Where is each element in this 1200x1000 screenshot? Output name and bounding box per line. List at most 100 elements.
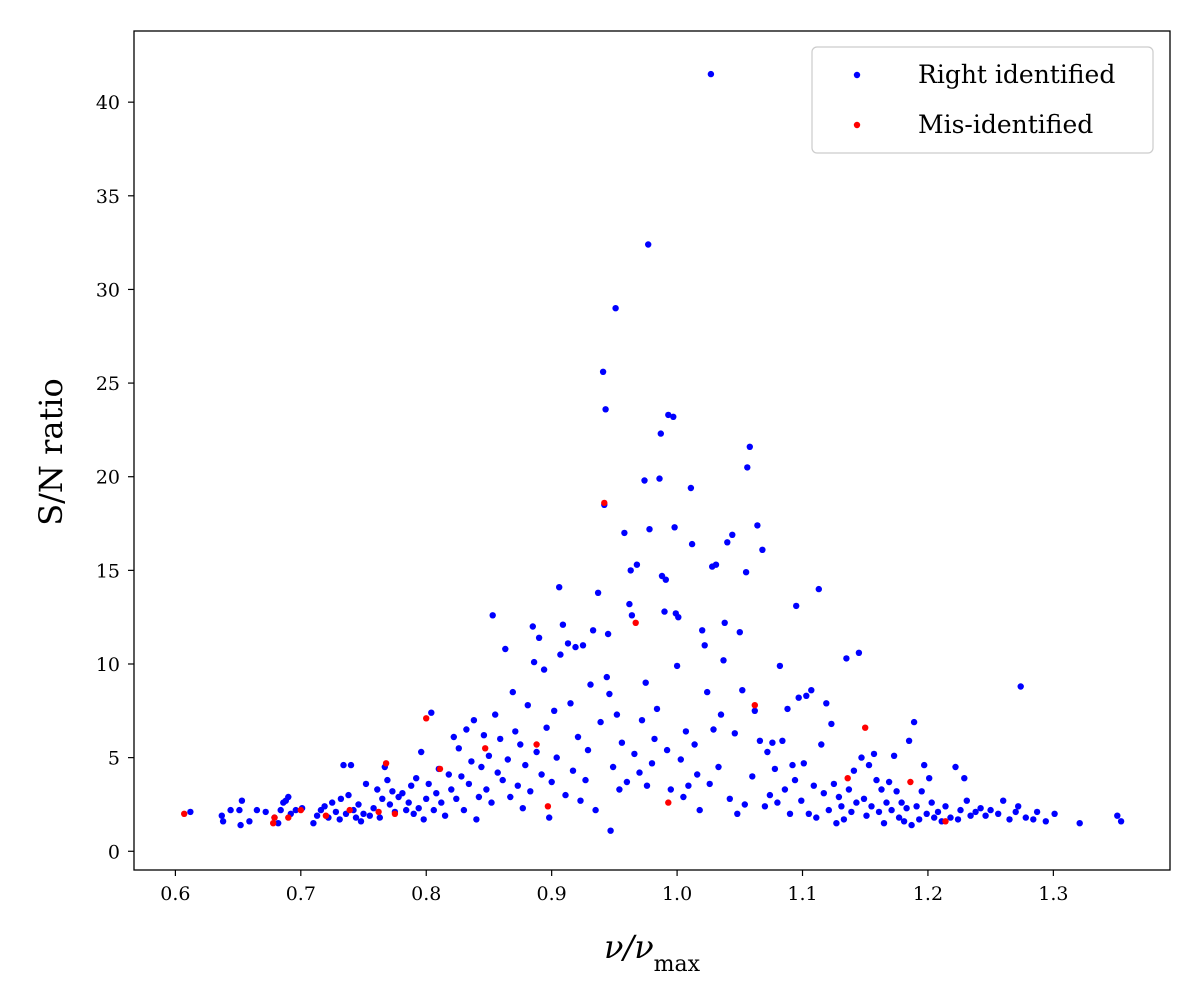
- data-point: [648, 760, 656, 767]
- data-point: [420, 816, 427, 823]
- x-tick-label: 0.7: [286, 883, 316, 905]
- data-point: [529, 623, 536, 630]
- data-point: [370, 805, 377, 812]
- data-point: [691, 741, 698, 748]
- data-point: [597, 718, 604, 726]
- y-tick-label: 40: [96, 92, 120, 114]
- data-point: [321, 803, 328, 810]
- data-point: [389, 788, 396, 795]
- data-point: [522, 761, 529, 769]
- data-point: [423, 795, 430, 802]
- data-point: [246, 818, 253, 825]
- data-point: [403, 806, 410, 814]
- data-point: [357, 818, 365, 825]
- data-point: [865, 761, 873, 769]
- data-point: [942, 803, 949, 810]
- data-point: [791, 776, 799, 784]
- legend-label-mis-identified: Mis-identified: [918, 110, 1093, 139]
- data-point: [696, 806, 703, 814]
- data-point: [352, 814, 360, 821]
- data-point: [878, 786, 885, 793]
- data-point: [574, 733, 582, 741]
- data-point: [665, 799, 672, 806]
- data-point: [450, 733, 457, 741]
- data-point: [628, 612, 636, 619]
- data-point: [517, 741, 524, 748]
- data-point: [815, 585, 822, 593]
- data-point: [346, 806, 353, 814]
- data-point: [253, 806, 261, 814]
- y-tick-label: 0: [108, 841, 120, 863]
- data-point: [667, 786, 674, 793]
- data-point: [731, 730, 738, 737]
- data-point: [687, 484, 695, 492]
- legend-marker-mis-identified: [853, 121, 861, 129]
- data-point: [905, 737, 913, 744]
- data-point: [386, 801, 394, 808]
- data-point: [712, 561, 720, 568]
- data-point: [926, 775, 933, 782]
- data-point: [425, 780, 432, 788]
- data-point: [546, 814, 553, 821]
- legend: Right identified Mis-identified: [811, 46, 1154, 154]
- data-point: [761, 803, 769, 810]
- data-point: [399, 790, 406, 797]
- data-point: [609, 763, 617, 771]
- data-point: [512, 728, 519, 735]
- data-point: [557, 651, 564, 658]
- data-point: [995, 810, 1002, 817]
- y-axis-label: S/N ratio: [32, 378, 70, 526]
- data-point: [642, 679, 649, 686]
- data-point: [724, 539, 731, 546]
- data-point: [942, 818, 949, 825]
- data-point: [514, 782, 521, 789]
- data-point: [379, 795, 386, 802]
- data-point: [781, 786, 789, 793]
- y-tick-label: 5: [108, 748, 120, 770]
- data-point: [376, 814, 383, 821]
- data-point: [825, 806, 832, 814]
- data-point: [688, 540, 696, 548]
- data-point: [502, 645, 509, 653]
- data-point: [1030, 816, 1037, 823]
- data-point: [478, 763, 485, 771]
- data-point: [187, 808, 194, 816]
- data-point: [895, 814, 903, 821]
- data-point: [631, 750, 638, 758]
- data-point: [636, 769, 643, 776]
- data-point: [527, 788, 534, 795]
- data-point: [524, 702, 531, 709]
- data-point: [653, 705, 661, 713]
- data-point: [1042, 818, 1050, 825]
- data-point: [375, 808, 382, 816]
- data-point: [808, 687, 815, 694]
- data-point: [533, 748, 540, 756]
- data-point: [623, 778, 631, 786]
- data-point: [868, 803, 875, 810]
- data-point: [746, 443, 753, 450]
- data-point: [413, 775, 420, 782]
- data-point: [463, 726, 470, 733]
- data-point: [677, 756, 684, 763]
- data-point: [671, 524, 678, 531]
- data-point: [903, 805, 910, 812]
- data-point: [840, 816, 848, 823]
- data-point: [720, 657, 727, 664]
- data-point: [436, 765, 444, 773]
- data-point: [410, 810, 417, 817]
- data-point: [764, 748, 771, 756]
- data-point: [888, 806, 895, 814]
- data-point: [967, 812, 974, 819]
- data-point: [682, 728, 690, 735]
- data-point: [779, 737, 786, 744]
- data-point: [607, 827, 614, 834]
- data-point: [602, 406, 609, 413]
- data-point: [329, 799, 336, 806]
- data-point: [497, 735, 504, 743]
- data-point: [347, 761, 355, 769]
- data-point: [921, 761, 928, 769]
- data-point: [726, 795, 733, 802]
- data-point: [931, 814, 938, 821]
- data-point: [336, 816, 343, 823]
- data-point: [947, 814, 954, 821]
